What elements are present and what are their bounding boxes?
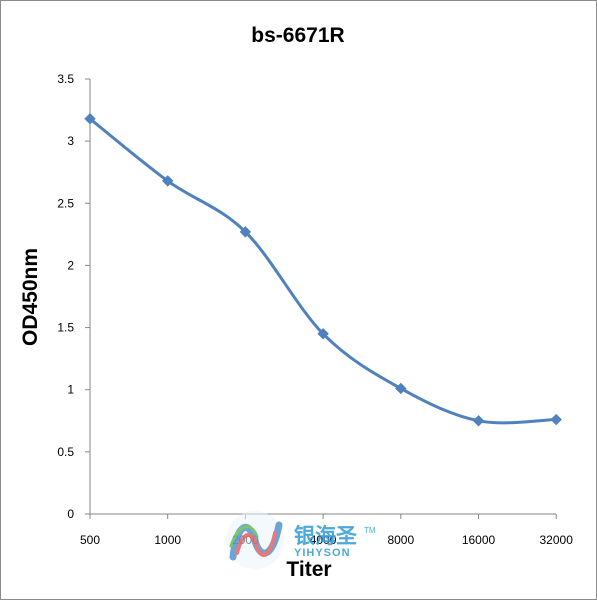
yihyson-logo-icon [226,511,284,569]
y-axis-title: OD450nm [19,248,42,346]
watermark-brand-cn: 银海圣 [294,524,358,548]
data-point-marker [84,113,96,125]
y-tick-label: 1.5 [57,321,74,335]
data-point-marker [317,328,329,340]
watermark-tm: TM [364,526,376,535]
y-tick-label: 0.5 [57,445,74,459]
y-axis-ticks: 0 0.5 1 1.5 2 2.5 3 3.5 [57,72,90,521]
x-tick-label: 1000 [154,533,181,547]
data-point-marker [161,175,174,187]
chart-title: bs-6671R [251,24,344,47]
watermark-brand-en: YIHYSON [294,547,351,559]
series-line [89,117,557,425]
x-tick-label: 8000 [387,533,414,547]
x-tick-label: 500 [80,533,100,547]
x-axis-title: Titer [286,558,331,581]
y-tick-label: 3 [67,134,74,148]
y-tick-label: 1 [67,383,74,397]
y-tick-label: 3.5 [57,72,74,86]
series-group [84,113,562,427]
y-tick-label: 2.5 [57,196,74,210]
data-point-marker [395,382,407,395]
data-point-marker [472,415,485,427]
x-tick-label: 32000 [540,533,574,547]
y-tick-label: 0 [67,507,74,521]
y-tick-label: 2 [67,258,74,272]
x-tick-label: 4000 [310,533,337,547]
data-point-marker [550,413,562,426]
x-tick-label: 16000 [462,533,496,547]
data-point-marker [239,226,252,238]
watermark-logo: 银海圣 TM YIHYSON [226,511,376,569]
